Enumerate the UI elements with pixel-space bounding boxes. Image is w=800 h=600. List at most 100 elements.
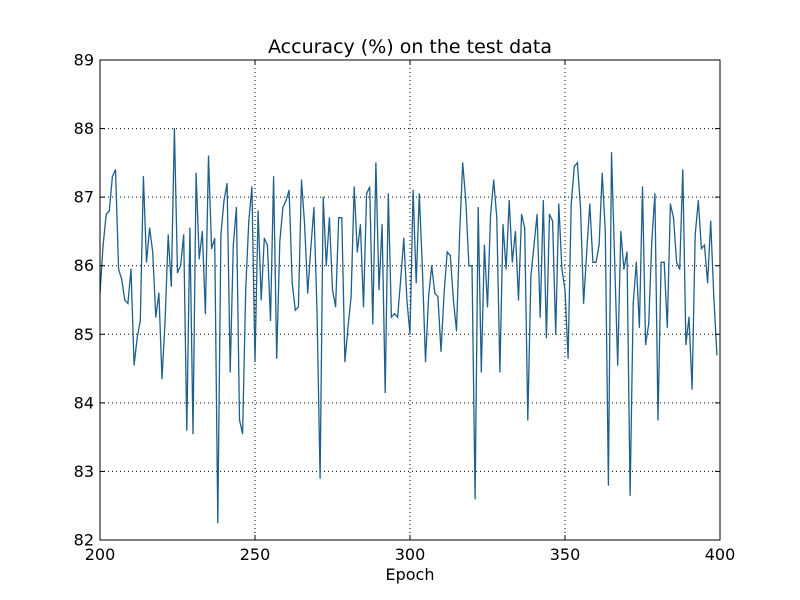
data-point — [375, 162, 377, 164]
data-point — [459, 234, 461, 236]
y-tick-label: 85 — [74, 325, 94, 344]
data-point — [524, 227, 526, 229]
data-point — [576, 162, 579, 164]
data-point — [415, 282, 417, 284]
data-point — [288, 189, 290, 191]
data-point — [406, 299, 408, 301]
data-point — [700, 247, 703, 250]
x-tick-label: 400 — [705, 545, 736, 564]
data-point — [254, 361, 256, 363]
data-point — [434, 292, 436, 294]
data-point — [316, 309, 318, 311]
data-point — [173, 127, 175, 130]
data-point — [142, 175, 144, 178]
data-point — [387, 193, 389, 195]
data-point — [251, 186, 253, 188]
data-point — [269, 319, 272, 322]
data-point — [697, 199, 699, 202]
data-point — [533, 244, 535, 246]
data-point — [276, 357, 278, 359]
data-point — [300, 179, 303, 181]
data-point — [366, 193, 368, 195]
data-point — [325, 265, 327, 267]
data-point — [424, 361, 427, 363]
data-point — [372, 323, 374, 325]
data-point — [598, 244, 600, 246]
data-point — [266, 244, 268, 246]
data-point — [118, 268, 120, 270]
data-point — [183, 234, 185, 236]
data-point — [223, 199, 225, 202]
y-tick-label: 88 — [74, 119, 94, 138]
data-point — [257, 210, 259, 212]
data-point — [499, 371, 501, 373]
data-point — [629, 494, 631, 497]
data-point — [561, 268, 563, 270]
data-point — [682, 169, 684, 171]
data-point — [111, 175, 113, 178]
data-point — [121, 278, 123, 281]
data-point — [139, 319, 141, 322]
data-point — [505, 268, 507, 270]
data-point — [310, 247, 312, 250]
data-point — [552, 220, 554, 222]
x-axis-label: Epoch — [386, 565, 435, 584]
data-point — [161, 378, 163, 380]
data-point — [307, 292, 309, 294]
data-point — [502, 223, 504, 226]
data-point — [217, 522, 219, 524]
data-point — [589, 203, 591, 205]
x-tick-label: 300 — [395, 545, 426, 564]
x-tick-label: 200 — [85, 545, 116, 564]
data-point — [654, 193, 656, 195]
data-point — [359, 223, 361, 226]
data-point — [220, 234, 222, 236]
data-point — [483, 244, 485, 246]
data-point — [713, 295, 715, 298]
data-point — [400, 278, 402, 281]
y-tick-label: 84 — [74, 393, 94, 412]
data-point — [530, 275, 532, 277]
data-point — [452, 299, 454, 301]
data-point — [669, 203, 672, 205]
data-point — [322, 196, 324, 198]
data-point — [114, 169, 117, 171]
data-point — [362, 306, 365, 308]
data-point — [617, 364, 619, 366]
data-point — [583, 302, 585, 305]
data-point — [347, 326, 349, 329]
data-point — [527, 419, 529, 421]
data-point — [573, 165, 575, 167]
data-point — [207, 155, 210, 157]
data-point — [620, 230, 622, 233]
data-point — [610, 151, 613, 154]
data-point — [195, 172, 197, 174]
data-point — [341, 217, 343, 219]
data-point — [201, 230, 203, 233]
data-point — [279, 241, 281, 243]
data-point — [691, 388, 693, 390]
data-point — [428, 295, 430, 298]
data-point — [496, 217, 498, 219]
axis-ticks — [99, 59, 721, 541]
data-point — [548, 213, 551, 215]
data-point — [703, 244, 706, 246]
data-point — [455, 330, 458, 332]
data-point — [282, 206, 284, 209]
data-point — [446, 251, 448, 253]
data-point — [449, 254, 451, 257]
data-point — [393, 313, 396, 315]
data-point — [595, 261, 597, 263]
data-point — [397, 316, 399, 318]
data-point — [378, 289, 380, 291]
data-point — [384, 391, 386, 394]
data-point — [263, 237, 265, 239]
data-point — [539, 316, 541, 318]
data-point — [108, 210, 110, 212]
data-point — [586, 251, 588, 253]
data-point — [304, 223, 306, 226]
data-point — [688, 316, 690, 318]
data-point — [145, 261, 148, 263]
data-point — [607, 484, 610, 486]
data-point — [514, 230, 517, 233]
